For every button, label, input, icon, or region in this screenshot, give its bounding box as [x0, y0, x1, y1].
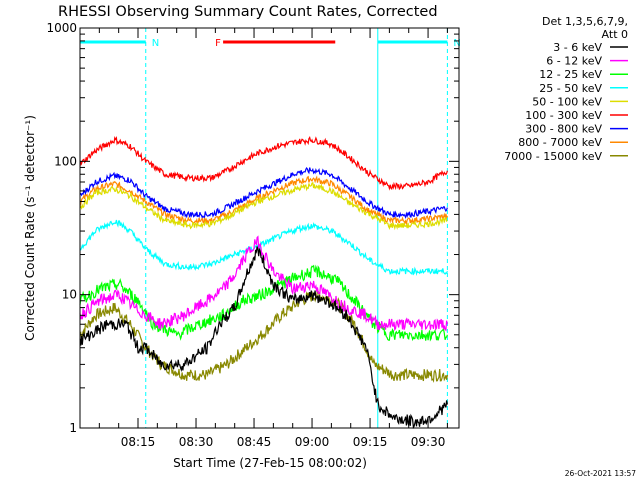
x-tick-label: 08:45	[237, 435, 272, 449]
y-tick-label: 1000	[46, 21, 77, 35]
chart-title: RHESSI Observing Summary Count Rates, Co…	[58, 4, 438, 20]
x-tick-label: 08:30	[179, 435, 214, 449]
legend-header-line1: Det 1,3,5,6,7,9,	[542, 15, 628, 28]
legend-label: 800 - 7000 keV	[518, 136, 602, 149]
legend-label: 7000 - 15000 keV	[504, 150, 602, 163]
plot-area: N N F 1 10 100 1000 08:15 08:30 08:45 09:00 09:15…	[46, 21, 460, 449]
series-line-25-50-kev	[79, 219, 448, 276]
y-tick-label: 1	[69, 421, 77, 435]
x-tick-label: 08:15	[121, 435, 156, 449]
legend-label: 100 - 300 keV	[525, 109, 602, 122]
series-line-6-12-kev	[79, 235, 448, 332]
legend-label: 25 - 50 keV	[539, 82, 602, 95]
legend-label: 50 - 100 keV	[532, 95, 602, 108]
night-label: N	[453, 38, 460, 49]
legend-header-line2: Att 0	[602, 28, 628, 41]
y-tick-label: 100	[54, 154, 77, 168]
legend-label: 300 - 800 keV	[525, 123, 602, 136]
y-axis: 1 10 100 1000	[46, 21, 459, 435]
y-axis-label: Corrected Count Rate (s⁻¹ detector⁻¹)	[23, 115, 37, 341]
flare-label: F	[215, 38, 221, 49]
series-line-100-300-kev	[79, 135, 448, 191]
plot-frame	[79, 27, 460, 429]
x-tick-label: 09:30	[411, 435, 446, 449]
night-label: N	[152, 38, 159, 49]
series-line-12-25-kev	[79, 264, 448, 342]
generated-timestamp: 26-Oct-2021 13:57	[565, 469, 636, 478]
legend-label: 6 - 12 keV	[546, 55, 602, 68]
series-line-7000-15000-kev	[79, 289, 448, 383]
x-axis-label: Start Time (27-Feb-15 08:00:02)	[173, 456, 367, 470]
x-tick-label: 09:00	[295, 435, 330, 449]
legend-label: 12 - 25 keV	[539, 68, 602, 81]
y-tick-label: 10	[62, 288, 77, 302]
x-axis: 08:15 08:30 08:45 09:00 09:15 09:30	[98, 28, 448, 449]
series-line-3-6-kev	[79, 246, 448, 430]
series-line-300-800-kev	[79, 167, 448, 220]
x-tick-label: 09:15	[353, 435, 388, 449]
series-line-800-7000-kev	[79, 175, 448, 226]
legend-label: 3 - 6 keV	[553, 41, 602, 54]
series-line-50-100-kev	[79, 181, 448, 231]
